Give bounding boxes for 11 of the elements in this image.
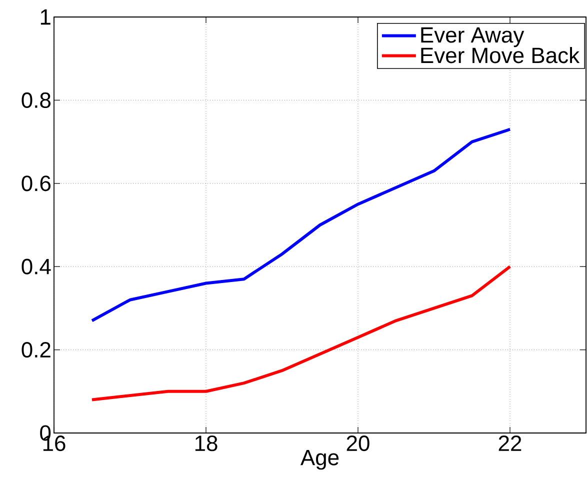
y-tick-label: 0.4 bbox=[22, 258, 51, 274]
y-tick-label: 1 bbox=[40, 9, 50, 25]
x-tick-label: 20 bbox=[346, 436, 370, 452]
y-tick-label: 0.6 bbox=[22, 176, 51, 192]
legend-label: Ever Move Back bbox=[421, 47, 580, 64]
legend-label: Ever Away bbox=[421, 27, 524, 48]
y-tick-label: 0.8 bbox=[22, 92, 51, 108]
x-tick-label: 18 bbox=[195, 436, 218, 452]
x-tick-label: 22 bbox=[498, 436, 522, 451]
x-axis-title: Age bbox=[300, 450, 339, 470]
y-tick-label: 0.2 bbox=[22, 342, 50, 358]
